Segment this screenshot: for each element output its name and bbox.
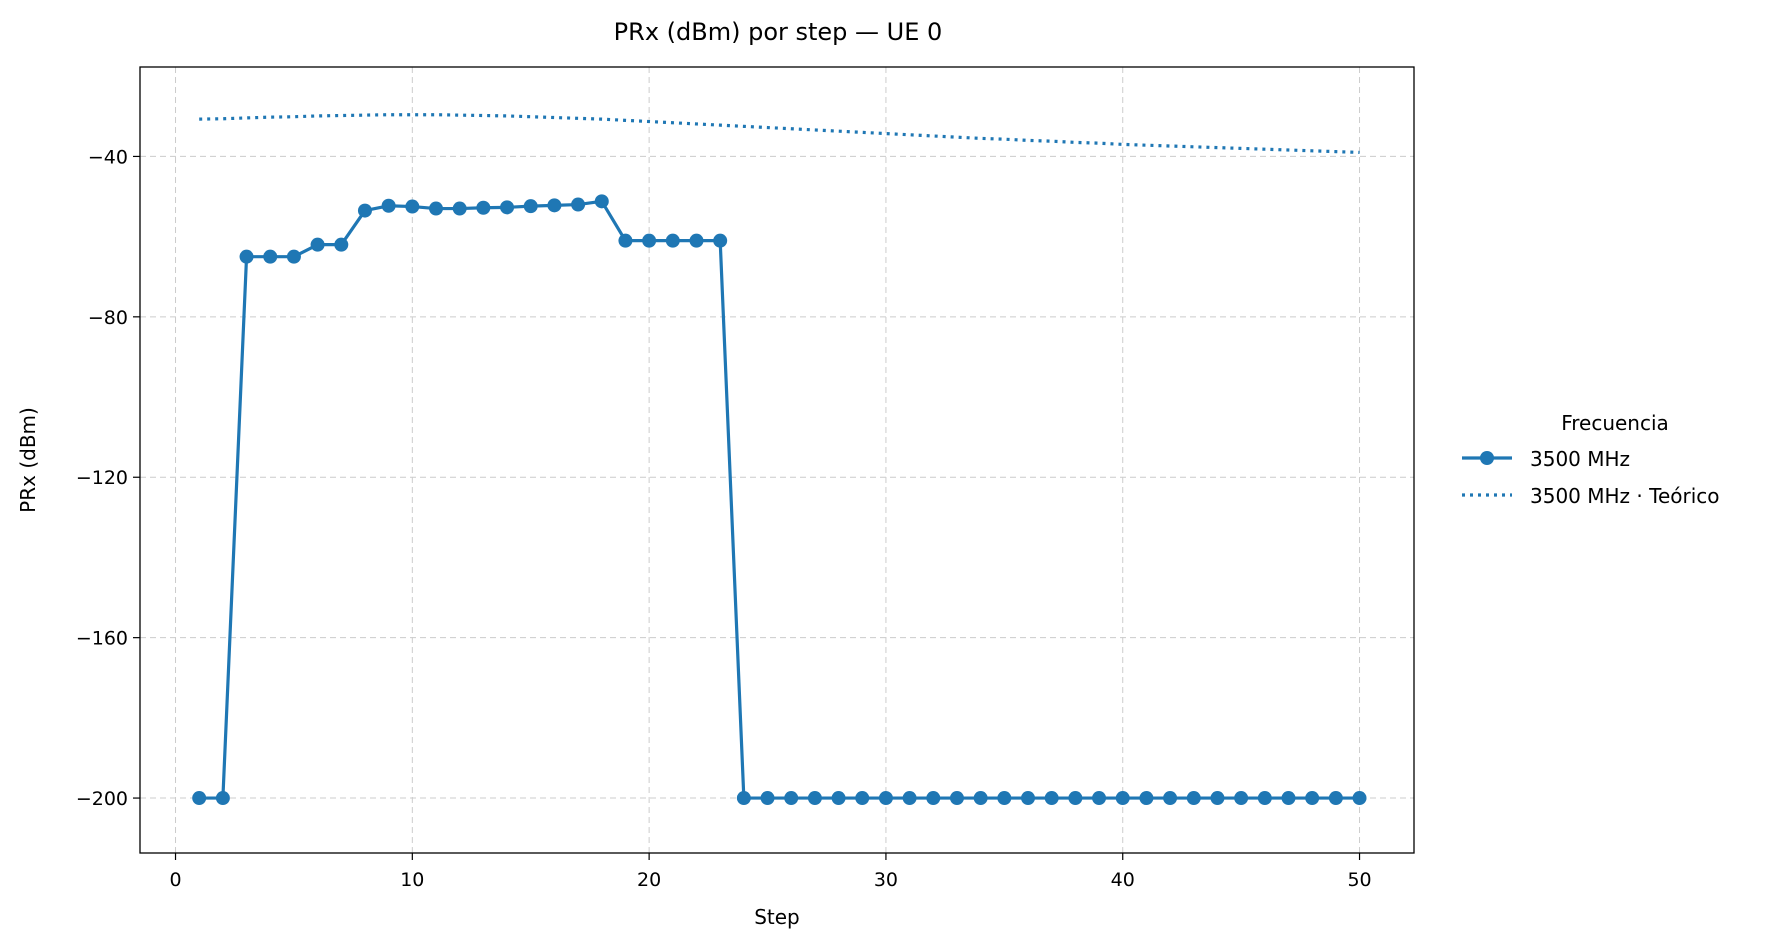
data-point: [1092, 791, 1107, 806]
data-point: [452, 201, 467, 216]
plot-frame: [139, 66, 1415, 854]
data-point: [784, 791, 799, 806]
data-point: [1305, 791, 1320, 806]
data-point: [192, 791, 207, 806]
x-axis-label: Step: [754, 905, 800, 929]
x-tick-label: 40: [1111, 869, 1135, 891]
data-point: [973, 791, 988, 806]
legend: Frecuencia 3500 MHz 3500 MHz · Teórico: [1462, 411, 1720, 508]
series-layer: [192, 113, 1367, 806]
data-point: [1352, 791, 1367, 806]
legend-label-measured: 3500 MHz: [1530, 447, 1630, 471]
data-point: [926, 791, 941, 806]
x-tick-label: 10: [400, 869, 424, 891]
data-point: [807, 791, 822, 806]
data-point: [855, 791, 870, 806]
y-tick-label: −80: [88, 307, 128, 329]
y-axis-label: PRx (dBm): [16, 407, 40, 513]
data-point: [618, 233, 633, 248]
data-point: [1210, 791, 1225, 806]
data-point: [736, 791, 751, 806]
data-point: [1139, 791, 1154, 806]
data-point: [429, 201, 444, 216]
legend-label-theoretical: 3500 MHz · Teórico: [1530, 484, 1720, 508]
data-point: [949, 791, 964, 806]
legend-title: Frecuencia: [1561, 411, 1669, 435]
data-point: [1068, 791, 1083, 806]
data-point: [547, 198, 562, 213]
data-point: [215, 791, 230, 806]
y-tick-label: −40: [88, 146, 128, 168]
data-point: [713, 233, 728, 248]
data-point: [334, 237, 349, 252]
data-point: [357, 203, 372, 218]
data-point: [523, 199, 538, 214]
y-tick-label: −200: [76, 788, 128, 810]
data-point: [1234, 791, 1249, 806]
data-point: [1328, 791, 1343, 806]
y-tick-label: −160: [76, 628, 128, 650]
series-line-1: [199, 113, 1360, 155]
x-tick-label: 0: [169, 869, 181, 891]
data-point: [500, 200, 515, 215]
x-tick-label: 50: [1347, 869, 1371, 891]
data-point: [405, 199, 420, 214]
x-tick-label: 30: [874, 869, 898, 891]
data-point: [1115, 791, 1130, 806]
data-point: [310, 237, 325, 252]
data-point: [381, 198, 396, 213]
data-point: [689, 233, 704, 248]
data-point: [1186, 791, 1201, 806]
ticks: 0 10 20 30 40 50 −40 −80 −120 −160 −200: [76, 146, 1372, 891]
data-point: [1044, 791, 1059, 806]
legend-marker-measured: [1480, 451, 1494, 465]
chart-title: PRx (dBm) por step — UE 0: [614, 18, 943, 46]
data-point: [760, 791, 775, 806]
data-point: [239, 249, 254, 264]
data-point: [902, 791, 917, 806]
data-point: [642, 233, 657, 248]
data-point: [1257, 791, 1272, 806]
data-point: [878, 791, 893, 806]
data-point: [286, 249, 301, 264]
y-tick-label: −120: [76, 467, 128, 489]
data-point: [997, 791, 1012, 806]
x-tick-label: 20: [637, 869, 661, 891]
data-point: [831, 791, 846, 806]
data-point: [476, 200, 491, 215]
grid: [140, 67, 1414, 853]
data-point: [1281, 791, 1296, 806]
data-point: [1163, 791, 1178, 806]
data-point: [665, 233, 680, 248]
data-point: [571, 197, 586, 212]
data-point: [594, 194, 609, 209]
data-point: [263, 249, 278, 264]
data-point: [1021, 791, 1036, 806]
